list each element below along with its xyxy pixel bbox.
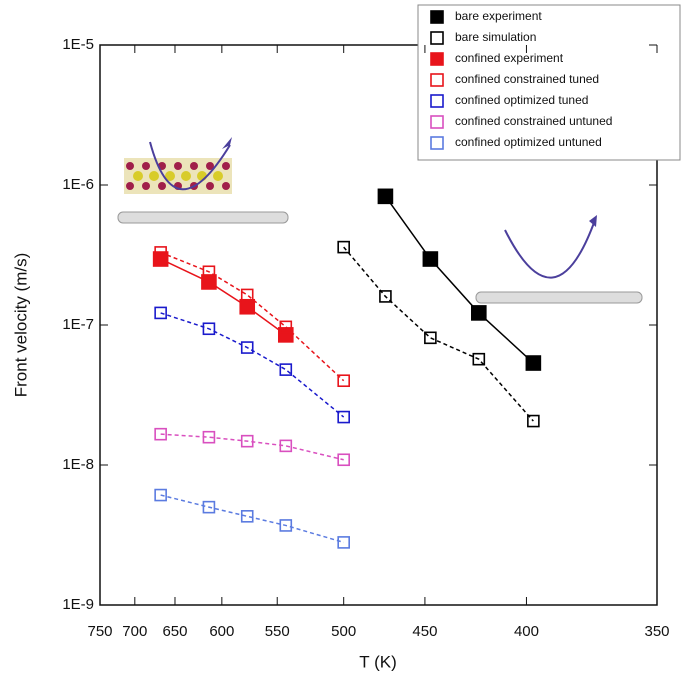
marker [337, 536, 350, 549]
marker [240, 510, 254, 523]
marker [279, 363, 293, 376]
y-tick-label: 1E-5 [62, 36, 94, 53]
fit-line [343, 246, 534, 422]
legend-marker [430, 10, 444, 24]
x-tick-label: 700 [122, 623, 147, 640]
legend-label: bare experiment [455, 9, 542, 23]
marker [154, 488, 167, 502]
x-tick-label: 650 [162, 623, 187, 640]
marker [279, 519, 293, 532]
legend-label: confined optimized tuned [455, 93, 588, 107]
marker [337, 453, 350, 467]
marker [202, 430, 216, 444]
legend-box [417, 4, 681, 161]
bare-inset [475, 215, 643, 304]
x-tick-label: 450 [412, 623, 437, 640]
marker [240, 434, 254, 448]
legend-marker [430, 136, 444, 150]
marker [152, 251, 169, 267]
marker [202, 500, 216, 514]
legend: bare experiment bare simulation confined e… [430, 9, 612, 150]
y-tick-label: 1E-6 [62, 176, 94, 193]
fit-line [160, 433, 344, 461]
legend-marker [430, 73, 444, 87]
marker [424, 331, 437, 345]
fit-line [160, 312, 345, 418]
legend-marker [430, 94, 444, 108]
x-tick-label: 500 [331, 623, 356, 640]
marker [202, 322, 216, 336]
marker [240, 341, 254, 354]
x-tick-label: 550 [265, 623, 290, 640]
x-axis-label: T (K) [359, 652, 396, 671]
confined-inset [117, 137, 289, 224]
y-tick-label: 1E-9 [62, 596, 94, 613]
marker [154, 427, 167, 441]
marker [471, 305, 487, 321]
marker [279, 320, 293, 334]
x-tick-label: 350 [644, 623, 669, 640]
marker [337, 374, 350, 388]
marker [337, 240, 350, 254]
marker [377, 188, 394, 205]
marker [422, 251, 439, 267]
marker [202, 265, 216, 279]
legend-marker [430, 52, 444, 66]
marker [277, 327, 294, 343]
marker [239, 298, 256, 315]
legend-marker [430, 31, 444, 45]
y-tick-label: 1E-8 [62, 456, 94, 473]
marker [337, 410, 350, 424]
marker [154, 306, 167, 320]
x-tick-label: 750 [87, 623, 112, 640]
fit-line [160, 494, 344, 544]
y-axis-label: Front velocity (m/s) [11, 253, 30, 398]
x-tick-label: 400 [514, 623, 539, 640]
legend-label: confined constrained untuned [455, 114, 612, 128]
marker [201, 274, 217, 290]
marker [472, 352, 486, 366]
legend-label: confined constrained tuned [455, 72, 599, 86]
marker [525, 355, 542, 371]
y-tick-label: 1E-7 [62, 316, 94, 333]
fit-line [160, 258, 287, 336]
marker [527, 414, 540, 428]
marker [240, 288, 254, 302]
legend-label: bare simulation [455, 30, 536, 44]
marker [379, 290, 392, 303]
legend-label: confined experiment [455, 51, 564, 65]
marker [279, 439, 293, 453]
fit-line [384, 195, 534, 364]
x-tick-label: 600 [209, 623, 234, 640]
legend-label: confined optimized untuned [455, 135, 602, 149]
marker [154, 246, 167, 259]
legend-marker [430, 115, 444, 129]
